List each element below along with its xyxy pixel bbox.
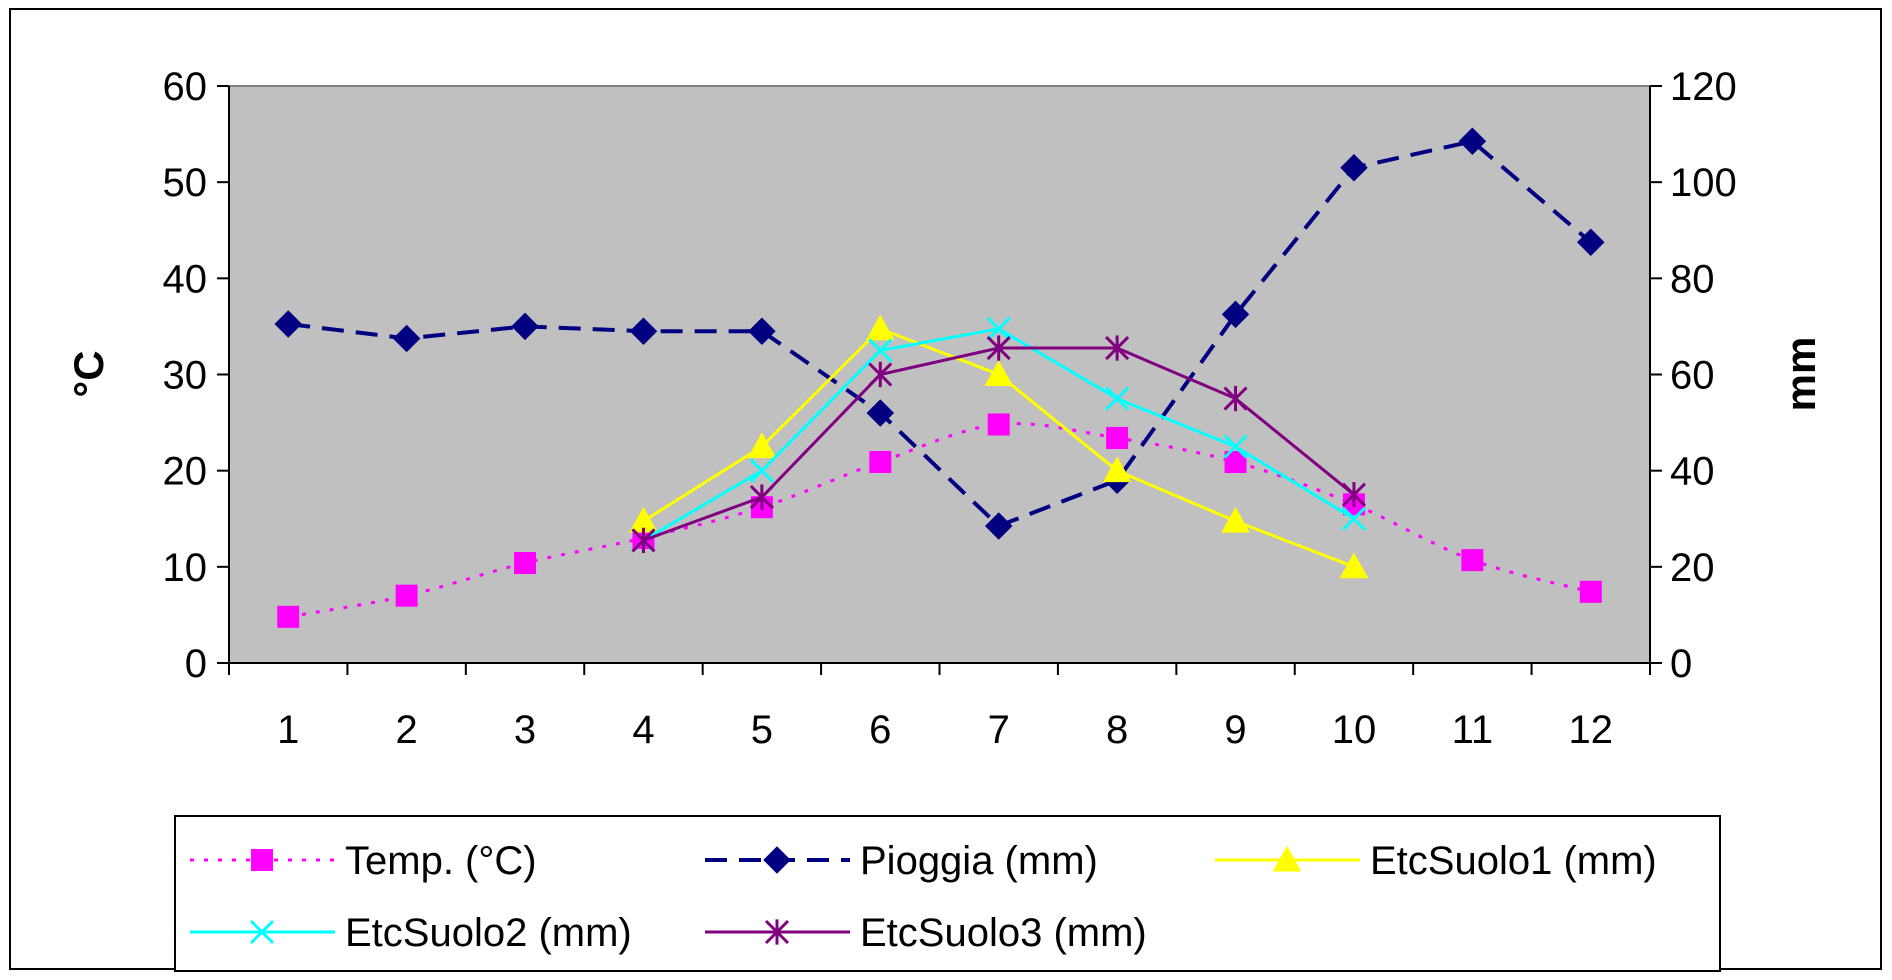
data-point bbox=[984, 512, 1013, 540]
data-point bbox=[629, 317, 658, 345]
y-axis-label: °C bbox=[65, 350, 112, 397]
data-point bbox=[1461, 549, 1484, 572]
data-point bbox=[1341, 482, 1367, 508]
x-tick-label: 1 bbox=[277, 708, 299, 752]
legend-label: Pioggia (mm) bbox=[860, 839, 1098, 883]
legend-item: EtcSuolo2 (mm) bbox=[190, 911, 632, 955]
legend-item: Temp. (°C) bbox=[190, 839, 537, 883]
data-point bbox=[866, 399, 895, 427]
legend-item: Pioggia (mm) bbox=[705, 839, 1098, 883]
series-layer bbox=[274, 127, 1605, 628]
data-point bbox=[1341, 506, 1367, 531]
legend-item: EtcSuolo1 (mm) bbox=[1215, 839, 1657, 883]
data-point bbox=[1105, 335, 1130, 361]
data-point bbox=[749, 458, 774, 483]
data-point bbox=[1340, 153, 1368, 182]
y-tick-label: 30 bbox=[163, 354, 208, 398]
data-point bbox=[1224, 451, 1247, 474]
data-point bbox=[629, 506, 658, 533]
data-point bbox=[868, 361, 893, 388]
y-tick-label: 20 bbox=[163, 450, 208, 494]
data-point bbox=[1579, 580, 1602, 603]
data-point bbox=[986, 316, 1011, 341]
data-point bbox=[865, 314, 895, 341]
legend-swatch-marker bbox=[249, 919, 275, 945]
data-point bbox=[1339, 552, 1369, 579]
x-tick-label: 2 bbox=[396, 708, 418, 752]
legend-swatch-marker bbox=[764, 919, 790, 945]
legend-swatch-marker bbox=[251, 849, 273, 871]
data-point bbox=[395, 584, 418, 607]
y-tick-label: 40 bbox=[163, 257, 208, 301]
y2-tick-label: 100 bbox=[1670, 161, 1737, 205]
legend: Temp. (°C) Pioggia (mm) EtcSuolo1 (mm) EtcS… bbox=[190, 839, 1657, 955]
x-tick-label: 4 bbox=[632, 708, 654, 752]
series-3 bbox=[629, 314, 1369, 579]
data-point bbox=[749, 484, 774, 510]
data-point bbox=[868, 338, 893, 363]
data-point bbox=[984, 360, 1014, 386]
data-point bbox=[1105, 386, 1130, 411]
y2-tick-label: 60 bbox=[1670, 354, 1715, 398]
data-point bbox=[631, 527, 656, 554]
data-point bbox=[1223, 434, 1248, 459]
y2-axis-label: mm bbox=[1777, 337, 1824, 412]
data-point bbox=[1223, 385, 1248, 412]
series-2 bbox=[274, 127, 1605, 540]
data-point bbox=[987, 413, 1010, 436]
plot-area bbox=[228, 85, 1651, 664]
y2-tick-label: 20 bbox=[1670, 546, 1715, 590]
y-tick-label: 60 bbox=[163, 65, 208, 109]
x-tick-label: 8 bbox=[1106, 708, 1128, 752]
data-point bbox=[747, 432, 777, 459]
legend-label: EtcSuolo2 (mm) bbox=[345, 911, 632, 955]
data-point bbox=[748, 317, 776, 345]
x-tick-label: 9 bbox=[1224, 708, 1246, 752]
legend-swatch-marker bbox=[1272, 845, 1302, 872]
y2-tick-label: 80 bbox=[1670, 257, 1715, 301]
legend-box bbox=[174, 815, 1721, 972]
x-tick-label: 3 bbox=[514, 708, 536, 752]
y2-tick-label: 0 bbox=[1670, 642, 1692, 686]
data-point bbox=[1221, 506, 1250, 533]
data-point bbox=[514, 551, 537, 574]
x-tick-label: 11 bbox=[1452, 708, 1494, 752]
x-tick-label: 7 bbox=[988, 708, 1010, 752]
y2-tick-label: 120 bbox=[1670, 65, 1737, 109]
data-point bbox=[1106, 426, 1129, 449]
y-tick-label: 50 bbox=[163, 161, 208, 205]
data-point bbox=[277, 605, 300, 628]
series-5 bbox=[631, 335, 1367, 554]
legend-label: EtcSuolo1 (mm) bbox=[1370, 839, 1657, 883]
series-line bbox=[287, 139, 1593, 529]
x-tick-label: 12 bbox=[1569, 708, 1614, 752]
x-tick-label: 6 bbox=[869, 708, 891, 752]
data-point bbox=[1577, 228, 1605, 257]
y-tick-label: 0 bbox=[185, 642, 207, 686]
data-point bbox=[986, 335, 1011, 361]
legend-label: Temp. (°C) bbox=[345, 839, 537, 883]
x-tick-label: 5 bbox=[751, 708, 773, 752]
x-tick-label: 10 bbox=[1332, 708, 1377, 752]
y2-tick-label: 40 bbox=[1670, 450, 1715, 494]
data-point bbox=[869, 451, 892, 474]
data-point bbox=[1221, 300, 1250, 329]
data-point bbox=[392, 324, 421, 353]
data-point bbox=[1102, 456, 1132, 483]
y-tick-label: 10 bbox=[163, 546, 208, 590]
legend-item: EtcSuolo3 (mm) bbox=[705, 911, 1147, 955]
data-point bbox=[511, 312, 539, 341]
legend-label: EtcSuolo3 (mm) bbox=[860, 911, 1147, 955]
data-point bbox=[1458, 127, 1487, 156]
legend-swatch-marker bbox=[763, 846, 791, 874]
data-point bbox=[274, 310, 302, 338]
